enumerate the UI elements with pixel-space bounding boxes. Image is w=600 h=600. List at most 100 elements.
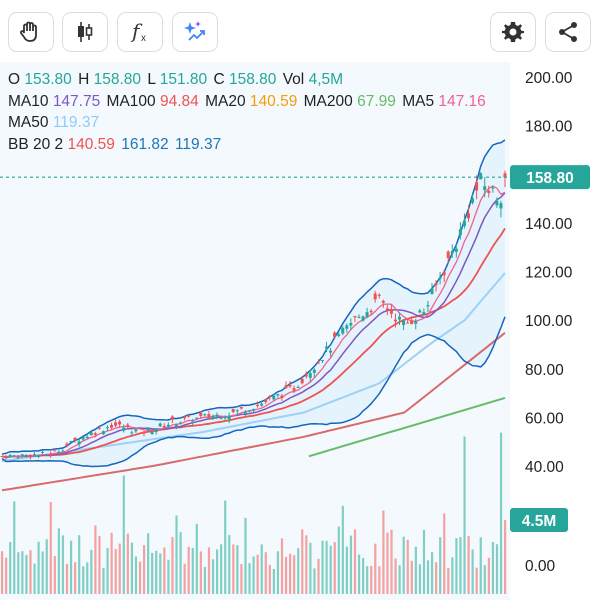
- volume-bar: [240, 564, 243, 594]
- volume-bar: [110, 532, 113, 594]
- high-label: H: [78, 71, 90, 88]
- chart-toolbar: f x: [0, 0, 600, 62]
- volume-value: 4,5M: [308, 71, 344, 88]
- candle-body: [422, 312, 426, 316]
- bb-upper-value: 161.82: [121, 135, 169, 153]
- ai-analysis-button[interactable]: [172, 12, 218, 52]
- volume-bar: [252, 556, 255, 594]
- candle-body: [8, 455, 12, 458]
- ohlc-row: O 153.80 H 158.80 L 151.80 C 158.80 Vol …: [8, 69, 528, 91]
- candle-body: [284, 385, 288, 388]
- volume-bar: [504, 519, 507, 594]
- gear-icon: [502, 22, 524, 42]
- bb-label: BB 20 2: [8, 135, 64, 153]
- candle-body: [110, 424, 114, 428]
- volume-bar: [147, 533, 150, 594]
- volume-bar: [45, 539, 48, 594]
- ma20-line: [1, 227, 506, 459]
- price-tick-label: 80.00: [525, 362, 564, 379]
- ma10-value: 147.75: [52, 92, 101, 110]
- price-tick-label: 0.00: [525, 558, 556, 575]
- volume-bar: [17, 552, 20, 594]
- volume-bar: [475, 567, 478, 594]
- volume-bar: [207, 547, 211, 594]
- candle-body: [243, 412, 247, 414]
- candle-body: [178, 422, 182, 424]
- candle-body: [195, 417, 199, 419]
- volume-bar: [276, 551, 280, 594]
- volume-bar: [406, 539, 409, 594]
- settings-button[interactable]: [490, 12, 536, 52]
- candle-body: [4, 456, 8, 459]
- volume-bar: [402, 536, 405, 594]
- candle-body: [410, 320, 414, 325]
- volume-bar: [69, 540, 73, 594]
- volume-bar: [366, 566, 369, 594]
- bollinger-lower-band: [1, 316, 506, 468]
- candle-body: [471, 198, 475, 203]
- share-button[interactable]: [545, 12, 591, 52]
- candle-body: [187, 415, 191, 417]
- volume-bar: [293, 555, 296, 594]
- candle-body: [85, 436, 89, 438]
- candle-body: [53, 450, 57, 452]
- share-icon: [559, 22, 577, 42]
- candle-body: [491, 187, 495, 189]
- volume-bar: [82, 566, 85, 594]
- volume-bar: [309, 542, 312, 594]
- candle-body: [97, 427, 101, 429]
- volume-bar: [167, 559, 170, 594]
- price-tick-label: 180.00: [525, 119, 573, 136]
- candle-body: [138, 428, 142, 430]
- volume-bar: [179, 532, 182, 594]
- candle-body: [385, 308, 389, 311]
- volume-bar: [57, 528, 60, 594]
- volume-bar: [13, 501, 16, 594]
- candle-body: [499, 203, 503, 209]
- candle-body: [389, 309, 393, 314]
- volume-bar: [394, 558, 397, 594]
- price-tick-label: 60.00: [525, 410, 564, 427]
- candle-body: [158, 423, 162, 427]
- candle-body: [24, 454, 28, 456]
- candle-body: [450, 251, 454, 254]
- chart-type-button[interactable]: [62, 12, 108, 52]
- volume-bar: [256, 554, 259, 594]
- volume-bar: [195, 523, 198, 594]
- ma100-value: 94.84: [159, 92, 199, 110]
- candle-body: [442, 271, 446, 276]
- drawing-tools-button[interactable]: [8, 12, 54, 52]
- volume-bar: [25, 554, 28, 594]
- candle-body: [130, 432, 134, 434]
- candle-body: [300, 378, 304, 384]
- candle-body: [357, 316, 361, 318]
- price-chart[interactable]: 200.00180.00160.00140.00120.00100.0080.0…: [0, 62, 600, 600]
- volume-bar: [126, 533, 129, 594]
- volume-bar: [289, 553, 292, 594]
- candle-body: [166, 424, 170, 427]
- volume-bar: [21, 551, 24, 594]
- candle-body: [65, 443, 69, 446]
- candle-body: [353, 316, 357, 318]
- volume-bar: [49, 501, 52, 594]
- volume-bar: [175, 515, 178, 594]
- volume-bar: [199, 551, 202, 594]
- candle-body: [122, 427, 126, 431]
- candle-body: [219, 418, 223, 420]
- candle-body: [458, 229, 462, 236]
- volume-bar: [171, 536, 174, 594]
- indicators-button[interactable]: f x: [117, 12, 163, 52]
- volume-bar: [142, 545, 146, 594]
- volume-bar: [345, 546, 348, 594]
- volume-bar: [386, 532, 389, 594]
- candle-body: [215, 414, 219, 417]
- svg-text:x: x: [141, 33, 146, 44]
- volume-bar: [426, 560, 430, 594]
- volume-bar: [187, 546, 190, 594]
- candle-body: [495, 200, 499, 206]
- ma5-label: MA5: [402, 92, 435, 110]
- candle-body: [114, 422, 118, 426]
- candle-body: [292, 388, 296, 391]
- candlestick-icon: [78, 22, 93, 42]
- volume-bar: [455, 538, 458, 594]
